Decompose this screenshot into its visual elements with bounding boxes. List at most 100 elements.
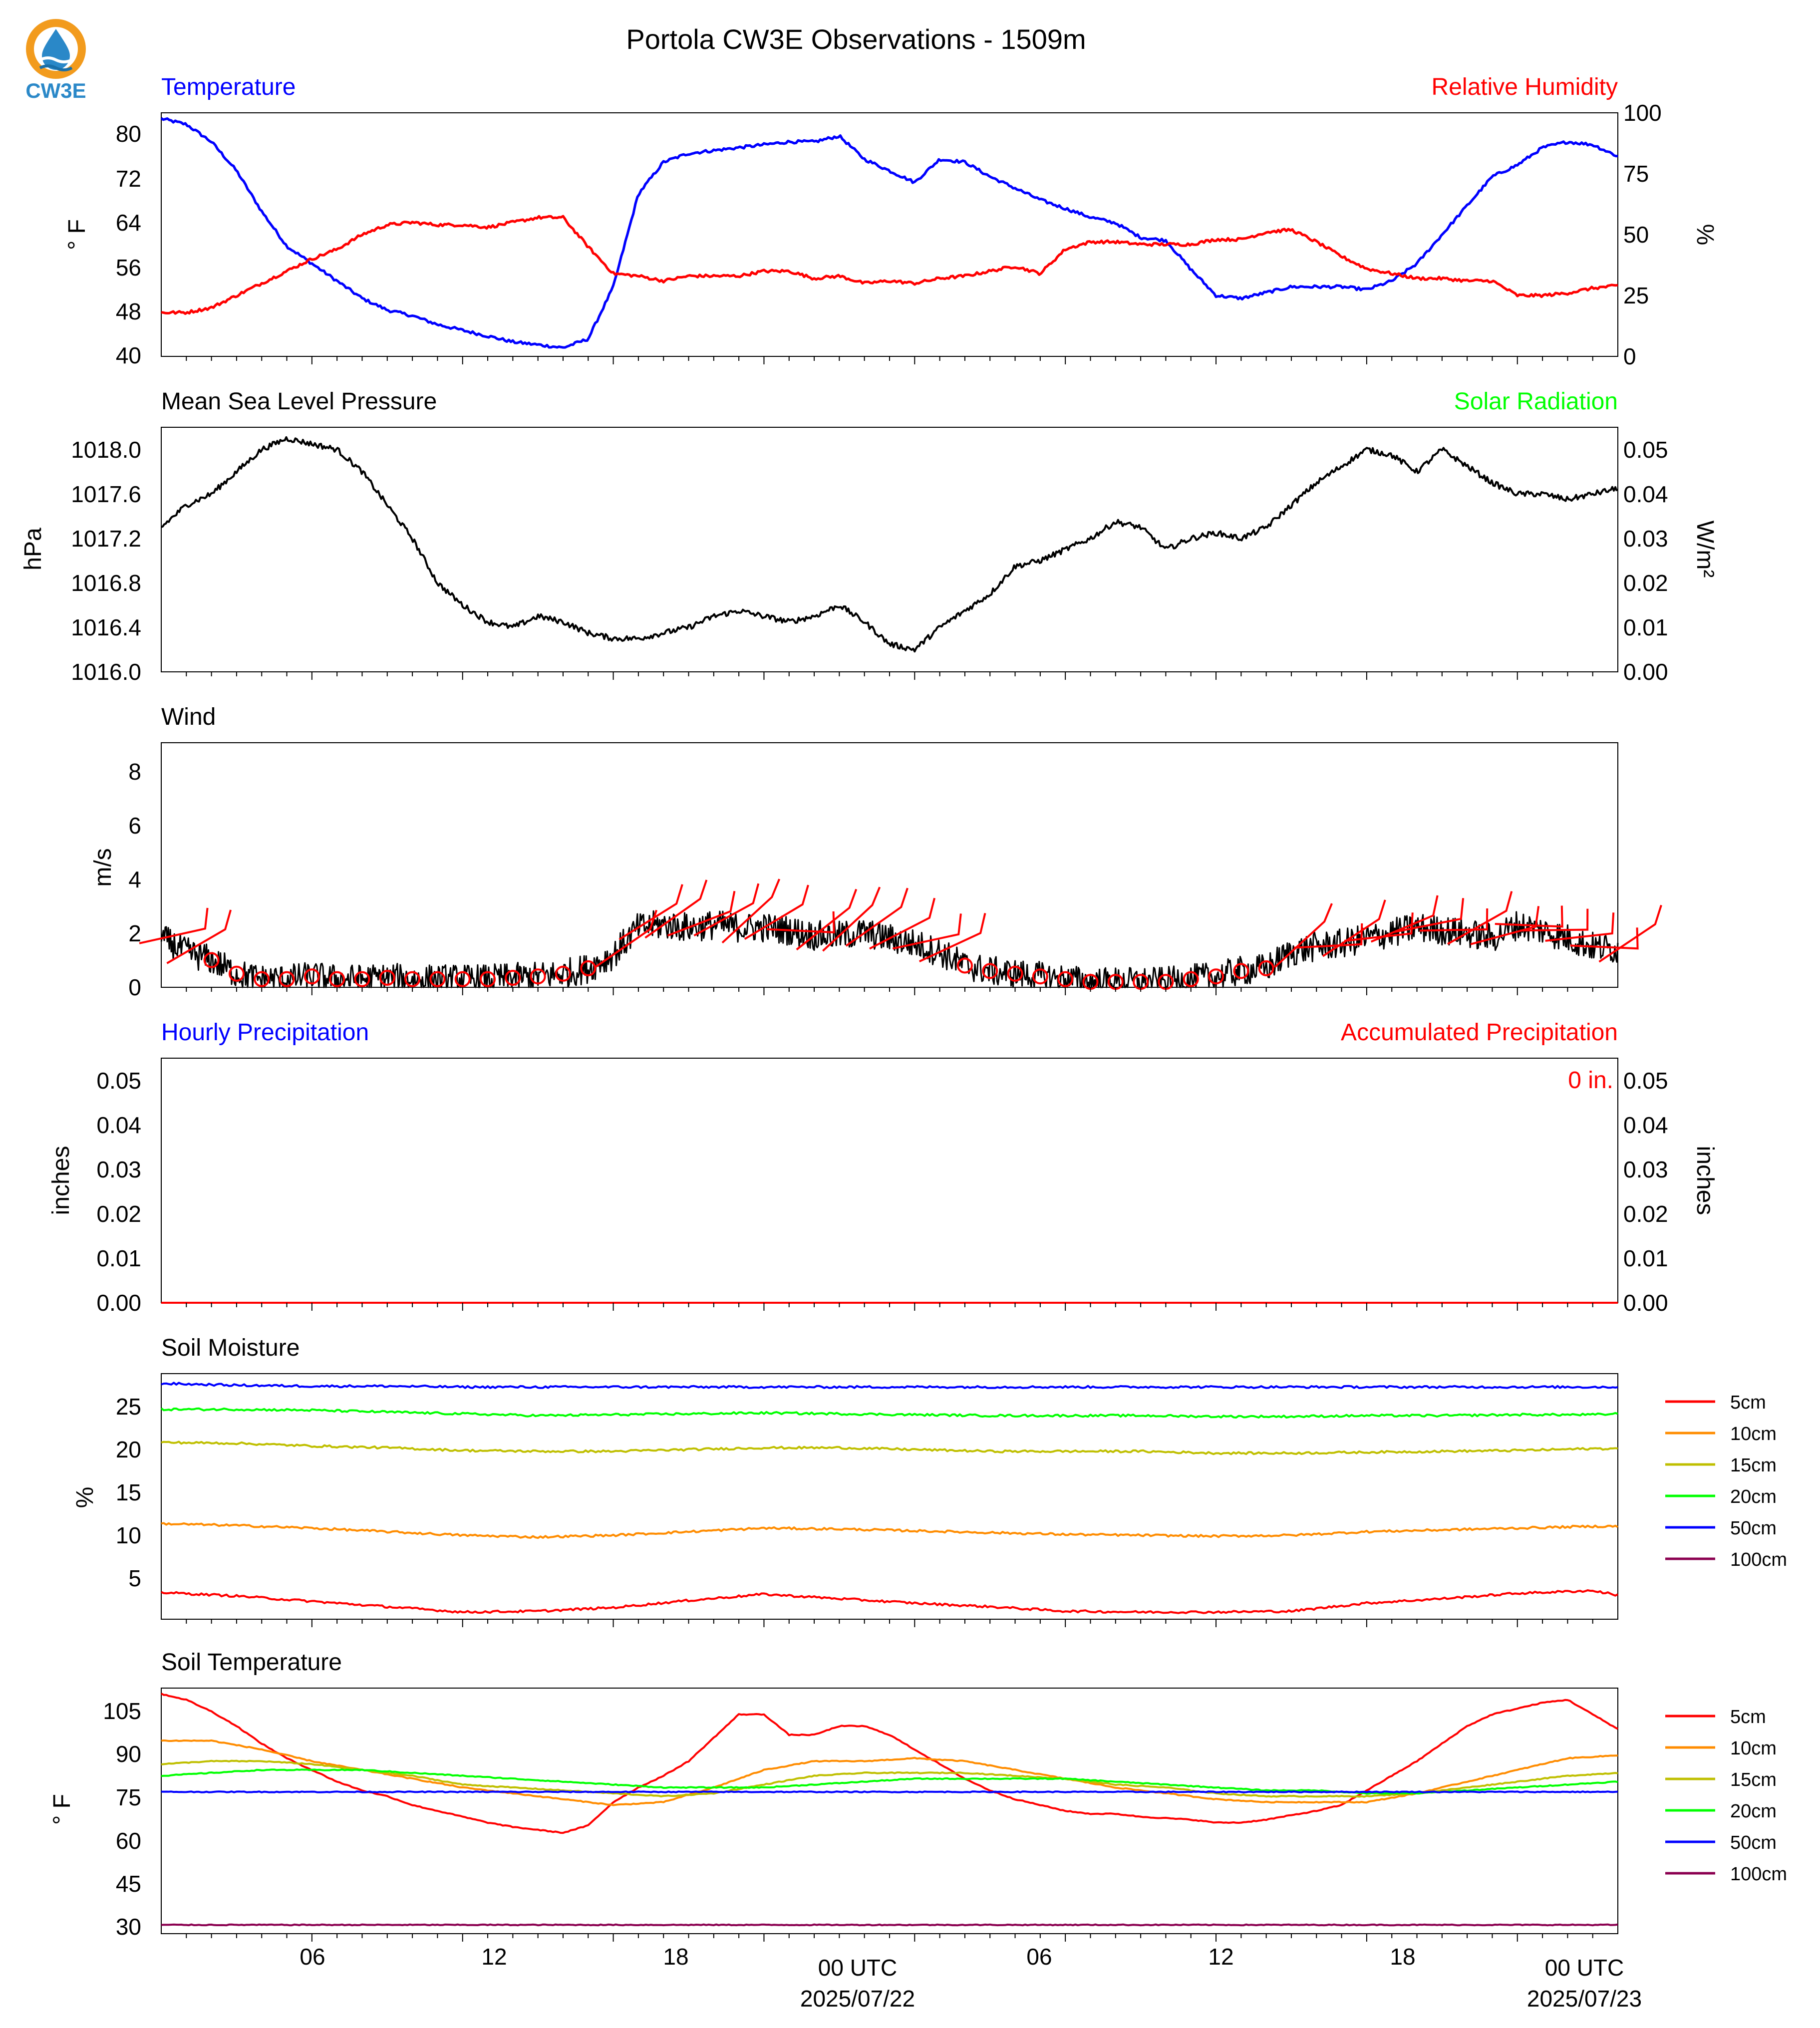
solar-tick-label: 0.01 xyxy=(1623,614,1668,640)
calm-wind-marker xyxy=(982,963,998,979)
calm-wind-marker xyxy=(555,965,571,982)
wind-barb xyxy=(1545,912,1615,942)
calm-wind-marker xyxy=(404,971,421,987)
wind-barb xyxy=(166,909,232,964)
time-tick-date: 2025/07/22 xyxy=(800,1986,915,2012)
precip-left-ticks: 0.00 0.01 0.02 0.03 0.04 0.05 xyxy=(96,1068,141,1316)
precip-tick-label: 0.04 xyxy=(1623,1112,1668,1138)
wind-barb xyxy=(1520,908,1589,932)
time-tick-label: 12 xyxy=(1208,1944,1233,1970)
soil-temp-left-ticks: 30 45 60 75 90 105 xyxy=(103,1698,141,1940)
calm-wind-marker xyxy=(480,971,496,987)
wind-barb xyxy=(845,887,909,947)
time-tick-label: 12 xyxy=(481,1944,507,1970)
temp-tick-label: 56 xyxy=(116,255,141,281)
calm-wind-marker xyxy=(505,969,521,986)
legend-label: 15cm xyxy=(1730,1769,1777,1790)
precip-right-axis-label: inches xyxy=(1692,1146,1718,1215)
solar-tick-label: 0.00 xyxy=(1623,659,1668,685)
rh-tick-label: 0 xyxy=(1623,343,1636,369)
wind-tick-label: 6 xyxy=(128,813,141,839)
soil-temp-title: Soil Temperature xyxy=(161,1649,342,1676)
wind-tick-label: 0 xyxy=(128,974,141,1000)
pressure-tick-label: 1016.0 xyxy=(71,659,141,685)
logo-text: CW3E xyxy=(25,79,86,102)
series-line-20cm xyxy=(161,1768,1618,1795)
wind-left-ticks: 0 2 4 6 8 xyxy=(128,759,141,1000)
pressure-tick-label: 1016.8 xyxy=(71,570,141,596)
soil-temp-tick-label: 105 xyxy=(103,1698,141,1724)
soil-moisture-legend: 5cm 10cm 15cm 20cm 50cm 100cm xyxy=(1665,1392,1787,1570)
calm-wind-marker xyxy=(530,968,546,985)
temp-axis-label: ° F xyxy=(64,219,90,250)
series-line-100cm xyxy=(161,1923,1618,1927)
time-tick-label: 06 xyxy=(300,1944,325,1970)
calm-wind-marker xyxy=(1233,963,1249,979)
solar-title: Solar Radiation xyxy=(1454,388,1618,415)
legend-label: 5cm xyxy=(1730,1392,1766,1413)
time-tick-date: 2025/07/23 xyxy=(1527,1986,1642,2012)
soil-moisture-tick-label: 25 xyxy=(116,1394,141,1420)
rh-tick-label: 50 xyxy=(1623,222,1649,248)
series-line-5cm xyxy=(161,1589,1618,1614)
accum-precip-value: 0 in. xyxy=(1568,1067,1613,1094)
wind-barb xyxy=(139,907,209,944)
wind-barb xyxy=(618,884,683,940)
calm-wind-marker xyxy=(1032,968,1048,985)
calm-wind-marker xyxy=(429,971,446,987)
wind-barb xyxy=(721,878,781,944)
wind-barb xyxy=(892,913,962,950)
calm-wind-marker xyxy=(329,971,345,987)
soil-moisture-tick-label: 5 xyxy=(128,1565,141,1591)
soil-temp-axis-label: ° F xyxy=(49,1794,75,1825)
calm-wind-marker xyxy=(254,971,270,987)
wind-barb xyxy=(693,883,760,937)
legend-label: 10cm xyxy=(1730,1738,1777,1759)
legend-label: 50cm xyxy=(1730,1518,1777,1539)
calm-wind-marker xyxy=(956,957,973,974)
series-line-wind-speed xyxy=(160,910,1619,988)
temp-tick-label: 64 xyxy=(116,210,141,236)
wind-barb xyxy=(1370,895,1439,943)
soil-moisture-title: Soil Moisture xyxy=(161,1335,300,1361)
solar-tick-label: 0.02 xyxy=(1623,570,1668,596)
hourly-precip-title: Hourly Precipitation xyxy=(161,1019,369,1046)
legend-label: 20cm xyxy=(1730,1486,1777,1507)
calm-wind-marker xyxy=(354,971,370,987)
legend-label: 100cm xyxy=(1730,1864,1787,1885)
calm-wind-marker xyxy=(1183,971,1199,987)
solar-axis-label: W/m² xyxy=(1692,521,1718,578)
wind-barb xyxy=(796,888,858,951)
panel-soil-moisture: Soil Moisture % 5 10 15 20 25 5cm 10cm 1… xyxy=(72,1335,1787,1620)
solar-tick-label: 0.03 xyxy=(1623,526,1668,552)
time-tick-label: 18 xyxy=(663,1944,688,1970)
wind-barb xyxy=(1495,905,1563,928)
time-tick-label: 18 xyxy=(1390,1944,1415,1970)
calm-wind-marker xyxy=(228,965,245,982)
wind-barb xyxy=(644,879,708,939)
temp-tick-label: 40 xyxy=(116,342,141,368)
calm-wind-marker xyxy=(1208,968,1224,985)
accum-precip-title: Accumulated Precipitation xyxy=(1341,1019,1618,1046)
wind-barb xyxy=(1598,904,1662,963)
calm-wind-marker xyxy=(1057,971,1074,987)
wind-barb xyxy=(1344,912,1414,942)
wind-tick-label: 4 xyxy=(128,867,141,892)
series-line-50cm xyxy=(161,1790,1618,1793)
precip-tick-label: 0.05 xyxy=(96,1068,141,1094)
wind-series xyxy=(139,878,1662,990)
calm-wind-marker xyxy=(379,969,395,986)
time-axis-labels: 06 12 18 00 UTC 2025/07/22 06 12 18 00 U… xyxy=(300,1944,1642,2012)
soil-temp-tick-label: 90 xyxy=(116,1741,141,1767)
series-line-15cm xyxy=(161,1441,1618,1455)
temp-tick-label: 72 xyxy=(116,166,141,192)
pressure-left-ticks: 1016.0 1016.4 1016.8 1017.2 1017.6 1018.… xyxy=(71,437,141,685)
wind-barb xyxy=(918,912,986,963)
rh-right-ticks: 0 25 50 75 100 xyxy=(1623,100,1662,369)
legend-label: 10cm xyxy=(1730,1424,1777,1445)
wind-barb xyxy=(1447,891,1513,945)
precip-tick-label: 0.02 xyxy=(1623,1201,1668,1227)
legend-label: 20cm xyxy=(1730,1801,1777,1822)
series-line-temperature xyxy=(160,117,1618,349)
series-line-50cm xyxy=(161,1382,1618,1389)
